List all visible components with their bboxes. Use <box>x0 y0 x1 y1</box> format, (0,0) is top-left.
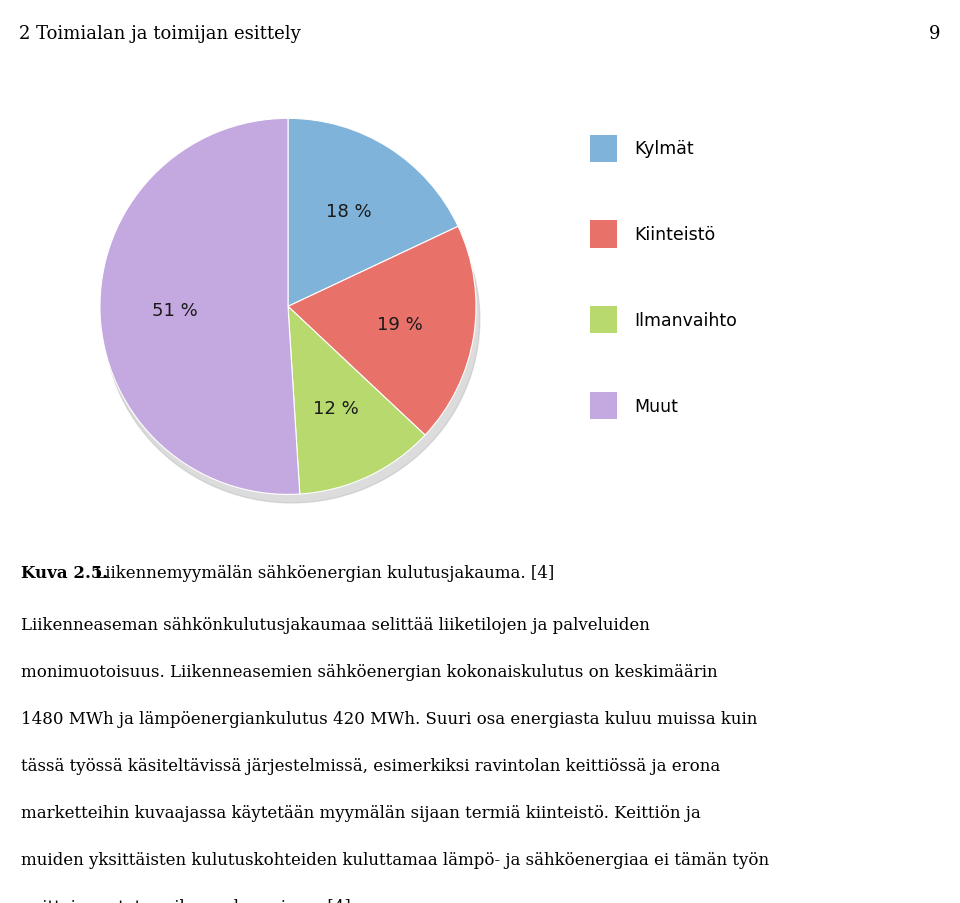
Wedge shape <box>288 307 425 495</box>
Text: 2 Toimialan ja toimijan esittely: 2 Toimialan ja toimijan esittely <box>19 25 300 43</box>
Text: 9: 9 <box>929 25 941 43</box>
Text: Liikennemyymälän sähköenergian kulutusjakauma. [4]: Liikennemyymälän sähköenergian kulutusja… <box>89 564 555 582</box>
Text: Liikenneaseman sähkönkulutusjakaumaa selittää liiketilojen ja palveluiden: Liikenneaseman sähkönkulutusjakaumaa sel… <box>21 616 650 633</box>
Text: muiden yksittäisten kulutuskohteiden kuluttamaa lämpö- ja sähköenergiaa ei tämän: muiden yksittäisten kulutuskohteiden kul… <box>21 851 769 868</box>
Wedge shape <box>100 119 300 495</box>
Text: 19 %: 19 % <box>376 316 422 333</box>
Text: monimuotoisuus. Liikenneasemien sähköenergian kokonaiskulutus on keskimäärin: monimuotoisuus. Liikenneasemien sähköene… <box>21 663 718 680</box>
Ellipse shape <box>104 137 480 503</box>
Text: marketteihin kuvaajassa käytetään myymälän sijaan termiä kiinteistö. Keittiön ja: marketteihin kuvaajassa käytetään myymäl… <box>21 804 701 821</box>
Text: 12 %: 12 % <box>313 400 359 418</box>
Text: Ilmanvaihto: Ilmanvaihto <box>635 312 737 330</box>
Text: 51 %: 51 % <box>153 302 198 320</box>
Text: Muut: Muut <box>635 397 679 415</box>
Text: puitteissa oteta erikseen huomioon. [4]: puitteissa oteta erikseen huomioon. [4] <box>21 898 350 903</box>
Text: Kiinteistö: Kiinteistö <box>635 226 716 244</box>
Text: Kylmät: Kylmät <box>635 140 694 158</box>
Text: Kuva 2.5.: Kuva 2.5. <box>21 564 108 582</box>
Text: tässä työssä käsiteltävissä järjestelmissä, esimerkiksi ravintolan keittiössä ja: tässä työssä käsiteltävissä järjestelmis… <box>21 757 720 774</box>
Text: 1480 MWh ja lämpöenergiankulutus 420 MWh. Suuri osa energiasta kuluu muissa kuin: 1480 MWh ja lämpöenergiankulutus 420 MWh… <box>21 710 757 727</box>
Text: 18 %: 18 % <box>325 203 372 221</box>
Wedge shape <box>288 119 458 307</box>
Wedge shape <box>288 227 476 435</box>
